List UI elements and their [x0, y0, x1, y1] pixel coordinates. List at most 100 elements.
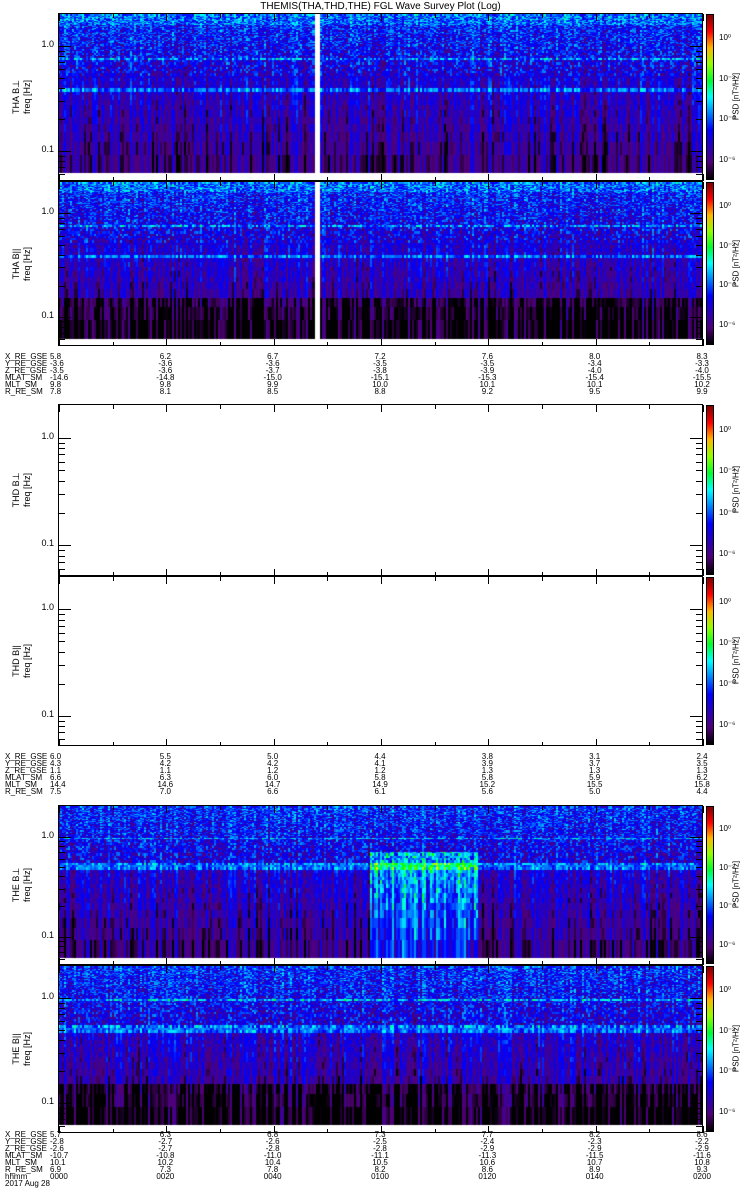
ephemeris-row-label: R_RE_SM: [5, 787, 43, 796]
ephemeris-row-label: MLAT_SM: [5, 1151, 43, 1160]
y-tick-mark: [59, 480, 65, 482]
y-tick-mark: [59, 1014, 65, 1016]
y-tick-mark: [696, 155, 702, 157]
time-tick-label: 0120: [478, 1172, 497, 1181]
ephemeris-value: 10.0: [372, 380, 388, 389]
y-tick-mark: [59, 77, 65, 79]
y-tick-mark: [59, 858, 65, 860]
x-tick-mark: [166, 182, 168, 189]
x-tick-mark: [220, 961, 221, 965]
y-tick-mark: [696, 951, 702, 953]
x-tick-mark: [381, 1126, 382, 1133]
x-tick-mark: [649, 177, 651, 181]
x-tick-mark: [327, 14, 329, 18]
freq-axis-label: freq [Hz]: [22, 246, 32, 281]
ephemeris-value: 6.2: [696, 773, 708, 782]
y-axis-label: THA B|| freq [Hz]: [11, 204, 33, 324]
x-tick-mark: [703, 1126, 704, 1133]
x-tick-mark: [220, 806, 221, 810]
ephemeris-value: 9.5: [589, 387, 601, 396]
ephemeris-value: 1.3: [696, 766, 708, 775]
time-tick-label: 0100: [371, 1172, 389, 1181]
ephemeris-value: 5.8: [481, 773, 493, 782]
ephemeris-value: -3.3: [695, 359, 709, 368]
ephemeris-value: 7.5: [50, 787, 62, 796]
y-tick-mark: [696, 625, 702, 627]
ephemeris-value: 3.8: [481, 752, 493, 761]
x-tick-mark: [327, 1129, 329, 1133]
y-tick-mark: [59, 1113, 65, 1115]
x-tick-mark: [59, 174, 60, 181]
y-tick-mark: [696, 448, 702, 450]
y-tick-mark: [59, 174, 65, 176]
y-tick-mark: [696, 229, 702, 231]
ephemeris-value: 1.3: [589, 766, 601, 775]
colorbar-tick-label: 10⁻²: [719, 1025, 735, 1035]
ephemeris-value: 6.0: [50, 752, 62, 761]
colorbar-tick-label: 10⁰: [719, 596, 732, 606]
x-tick-mark: [273, 958, 275, 965]
y-tick-label: 0.1: [41, 1096, 54, 1107]
y-tick-mark: [696, 461, 702, 463]
ephemeris-value: -11.6: [693, 1151, 711, 1160]
ephemeris-value: -3.6: [265, 359, 280, 368]
y-tick-label: 0.1: [41, 309, 54, 320]
y-tick-mark: [696, 725, 702, 727]
colorbar-tick-label: 10⁰: [719, 824, 732, 834]
y-tick-label: 1.0: [41, 991, 54, 1002]
x-tick-mark: [434, 177, 436, 181]
x-tick-mark: [542, 177, 543, 181]
x-tick-mark: [649, 572, 651, 576]
ephemeris-value: -3.5: [373, 359, 387, 368]
colorbar-tick-label: 10⁻⁶: [719, 719, 736, 729]
ephemeris-value: 7.7: [481, 1130, 493, 1139]
ephemeris-value: 8.6: [696, 1130, 708, 1139]
y-tick-mark: [59, 87, 65, 89]
spectrogram-canvas: [59, 966, 702, 1132]
y-tick-mark: [59, 683, 65, 685]
y-tick-mark: [696, 326, 702, 328]
y-tick-mark: [696, 1107, 702, 1109]
x-tick-mark: [703, 174, 704, 181]
x-tick-mark: [488, 182, 490, 189]
colorbar-tick-label: 10⁰: [719, 424, 732, 434]
y-tick-mark: [696, 1039, 702, 1041]
y-tick-mark: [59, 448, 65, 450]
x-tick-mark: [112, 806, 114, 810]
y-tick-mark: [696, 739, 702, 741]
y-tick-mark: [690, 151, 702, 153]
colorbar-tick-label: 10⁻²: [719, 240, 735, 250]
ephemeris-value: 14.4: [50, 780, 66, 789]
y-tick-mark: [696, 664, 702, 666]
x-tick-mark: [488, 569, 490, 576]
x-tick-mark: [112, 177, 114, 181]
y-tick-mark: [59, 641, 65, 643]
ephemeris-value: -2.9: [587, 1144, 602, 1153]
y-tick-mark: [696, 858, 702, 860]
x-tick-mark: [542, 742, 543, 746]
ephemeris-value: -2.6: [50, 1144, 64, 1153]
ephemeris-value: 5.6: [481, 787, 493, 796]
x-tick-mark: [649, 961, 651, 965]
y-tick-mark: [696, 285, 702, 287]
x-tick-mark: [649, 806, 651, 810]
ephemeris-value: 9.8: [50, 380, 62, 389]
ephemeris-value: -2.3: [587, 1137, 602, 1146]
ephemeris-value: 6.6: [50, 773, 62, 782]
ephemeris-value: -11.5: [585, 1151, 604, 1160]
x-tick-mark: [59, 569, 60, 576]
ephemeris-value: 8.9: [589, 1165, 601, 1174]
y-tick-mark: [696, 555, 702, 557]
x-tick-mark: [434, 742, 436, 746]
ephemeris-value: 1.1: [50, 766, 62, 775]
x-tick-mark: [59, 14, 60, 21]
spectrogram-panel-4: [58, 576, 704, 746]
x-tick-mark: [434, 577, 436, 581]
ephemeris-value: 8.8: [374, 387, 386, 396]
y-tick-mark: [59, 437, 71, 439]
x-tick-mark: [703, 14, 704, 21]
x-tick-mark: [595, 806, 597, 813]
y-tick-mark: [696, 480, 702, 482]
y-tick-label: 0.1: [41, 538, 54, 549]
ephemeris-value: -15.1: [370, 373, 390, 382]
